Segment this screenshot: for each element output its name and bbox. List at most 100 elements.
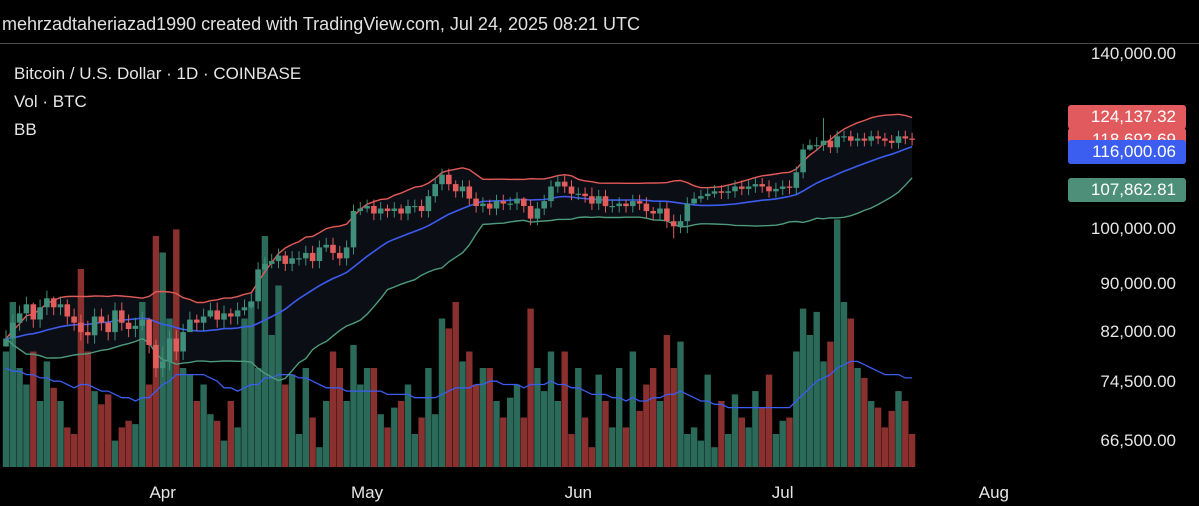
candle (691, 198, 697, 204)
candle (813, 145, 820, 147)
candle (684, 203, 691, 222)
volume-bar (309, 417, 316, 467)
candle (875, 136, 881, 139)
candle (71, 316, 77, 323)
candle (303, 252, 309, 259)
candle (248, 301, 255, 308)
candle (595, 196, 602, 204)
volume-bar (43, 361, 51, 467)
candle (10, 322, 16, 339)
volume-bar (820, 361, 827, 467)
volume-bar (30, 351, 37, 467)
volume-bar (650, 368, 657, 467)
volume-bar (377, 414, 384, 467)
volume-bar (370, 368, 378, 467)
candle (153, 344, 159, 369)
legend-volume[interactable]: Vol · BTC (14, 92, 87, 111)
volume-bar (738, 417, 745, 467)
price-chart[interactable] (0, 44, 1070, 484)
volume-bar (895, 391, 902, 467)
price-axis-label: 100,000.00 (1090, 218, 1176, 238)
volume-bar (609, 427, 616, 467)
candle (657, 208, 663, 214)
price-axis-label: 90,000.00 (1100, 273, 1176, 293)
volume-bar (452, 302, 459, 467)
volume-bar (861, 377, 868, 467)
volume-bar (908, 434, 916, 467)
volume-bar (561, 351, 568, 467)
volume-bar (254, 368, 262, 467)
volume-bar (799, 308, 807, 467)
volume-bar (241, 318, 248, 467)
candle (773, 188, 779, 192)
candle (568, 186, 575, 194)
candle (698, 196, 704, 199)
candle (194, 319, 200, 323)
candle (241, 307, 248, 311)
candle (132, 325, 139, 329)
volume-bar (902, 401, 909, 467)
volume-bar (779, 420, 786, 467)
volume-bar (500, 417, 507, 467)
volume-bar (629, 351, 636, 467)
volume-bar (425, 368, 432, 467)
candle (119, 310, 125, 323)
candle (752, 184, 759, 187)
volume-bar (527, 308, 534, 467)
candle (739, 186, 745, 189)
candle (330, 244, 336, 253)
volume-bar (568, 434, 575, 467)
candle (466, 186, 473, 199)
candle (895, 136, 902, 143)
legend-symbol[interactable]: Bitcoin / U.S. Dollar · 1D · COINBASE (14, 64, 302, 83)
candle (732, 186, 738, 192)
candle (664, 208, 670, 222)
volume-bar (670, 368, 677, 467)
volume-bar (486, 368, 493, 467)
candle (500, 201, 507, 204)
candle (459, 186, 466, 192)
candle (384, 208, 391, 211)
volume-bar (363, 368, 371, 467)
volume-bar (64, 427, 71, 467)
time-axis-label: Aug (978, 483, 1009, 502)
candle (64, 304, 71, 317)
candle (50, 298, 57, 308)
chart-legend: Bitcoin / U.S. Dollar · 1D · COINBASE Vo… (14, 60, 301, 144)
volume-bar (466, 351, 473, 467)
candle (228, 313, 234, 317)
legend-bb[interactable]: BB (14, 120, 37, 139)
candle (125, 322, 132, 329)
candle (207, 310, 214, 317)
candle (57, 304, 64, 308)
volume-bar (411, 434, 418, 467)
candle (255, 269, 261, 302)
candle (861, 138, 868, 141)
volume-bar (2, 351, 10, 467)
volume-bar (690, 427, 698, 467)
candle (139, 319, 146, 326)
candle (3, 338, 9, 347)
volume-bar (704, 374, 711, 467)
candle (446, 174, 452, 185)
volume-bar (36, 401, 44, 467)
volume-bar (118, 427, 125, 467)
candle (800, 149, 806, 173)
candle (630, 201, 636, 207)
price-axis-label: 140,000.00 (1090, 44, 1176, 63)
volume-bar (438, 318, 446, 467)
volume-bar (479, 368, 487, 467)
candle (173, 338, 180, 352)
volume-bar (772, 434, 780, 467)
volume-bar (282, 384, 289, 467)
candle (609, 206, 616, 208)
volume-bar (765, 374, 773, 467)
candle (200, 316, 207, 323)
volume-bar (725, 434, 732, 467)
volume-bar (397, 401, 405, 467)
candle (848, 136, 854, 141)
candle (78, 322, 84, 333)
candle (187, 319, 193, 333)
candle (337, 252, 343, 259)
volume-bar (541, 391, 548, 467)
